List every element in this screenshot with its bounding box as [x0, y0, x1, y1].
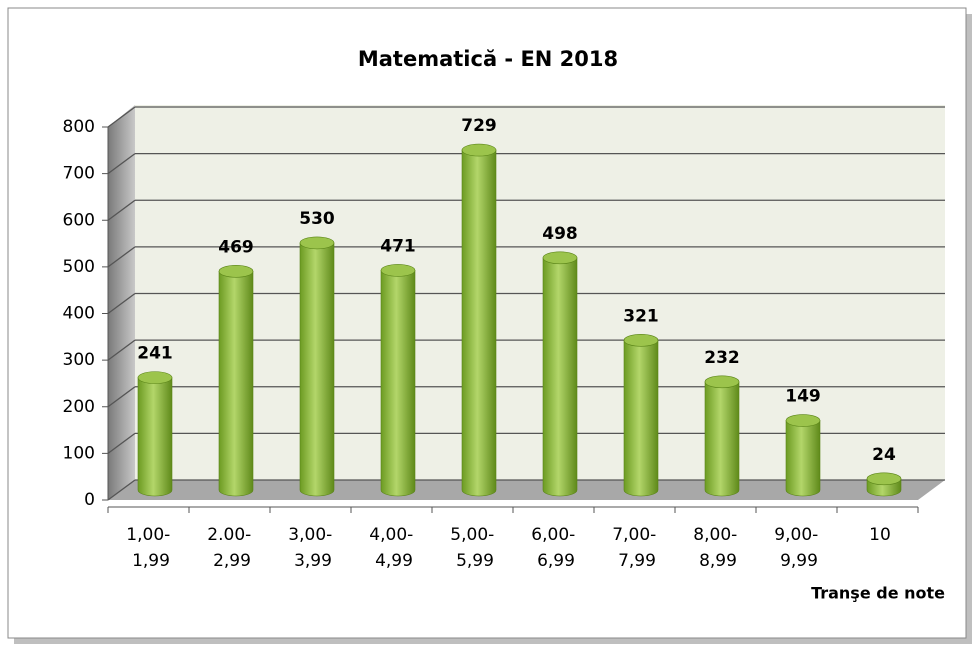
x-tick-label: 4,00- 4,99 — [369, 525, 418, 571]
side-grid-line — [107, 199, 136, 221]
data-label: 241 — [137, 344, 173, 364]
bar-top — [542, 251, 578, 265]
bar — [299, 236, 335, 497]
bar-body — [623, 340, 659, 497]
bar — [380, 264, 416, 497]
y-tick-label: 700 — [63, 164, 95, 184]
y-tick-label: 300 — [63, 350, 95, 370]
side-grid-line — [107, 292, 136, 315]
x-tick-label: 5,00- 5,99 — [450, 525, 499, 571]
x-tick-label: 1,00- 1,99 — [126, 525, 175, 571]
bar-top — [623, 334, 659, 347]
bar — [704, 375, 740, 497]
bar-top — [785, 414, 821, 427]
bar — [542, 251, 578, 497]
y-tick-label: 200 — [63, 397, 95, 417]
data-label: 530 — [299, 209, 335, 229]
bar-body — [542, 257, 578, 497]
bar-top — [704, 375, 740, 389]
side-grid-line — [107, 432, 136, 454]
y-tick-label: 500 — [63, 257, 95, 277]
x-tick-label: 9,00- 9,99 — [774, 525, 823, 571]
bar — [218, 265, 254, 497]
bar-top — [299, 236, 335, 250]
x-tick-label: 2.00- 2,99 — [207, 525, 256, 571]
x-axis-title: Tranşe de note — [811, 584, 945, 603]
bar-top — [866, 472, 902, 486]
data-label: 498 — [542, 224, 578, 244]
data-label: 321 — [623, 306, 659, 326]
bar-body — [380, 270, 416, 497]
bar — [866, 472, 902, 497]
x-tick-label: 7,00- 7,99 — [612, 525, 661, 571]
side-grid-line — [107, 339, 136, 361]
bar-body — [299, 242, 335, 497]
data-label: 232 — [704, 348, 740, 368]
bar — [461, 143, 497, 497]
y-tick-label: 0 — [84, 490, 95, 510]
bar — [623, 334, 659, 497]
back-wall — [135, 105, 945, 480]
data-label: 729 — [461, 116, 497, 136]
bar-top — [218, 265, 254, 278]
bar-body — [785, 420, 821, 497]
bar — [137, 371, 173, 497]
data-label: 149 — [785, 387, 821, 407]
side-grid-line — [107, 153, 136, 175]
side-grid-line — [107, 386, 136, 408]
bar-body — [218, 271, 254, 497]
side-grid-line — [107, 106, 136, 128]
x-tick-label: 10 — [869, 525, 891, 545]
y-tick-label: 100 — [63, 443, 95, 463]
bar-body — [461, 149, 497, 497]
chart-title: Matematică - EN 2018 — [358, 47, 618, 71]
side-grid-line — [107, 479, 136, 501]
x-tick-label: 6,00- 6,99 — [531, 525, 580, 571]
data-label: 471 — [380, 236, 416, 256]
bar-top — [137, 371, 173, 384]
bar-top — [380, 264, 416, 277]
side-grid-line — [107, 246, 136, 268]
y-tick-label: 600 — [63, 210, 95, 230]
data-label: 469 — [218, 237, 254, 257]
bar-body — [704, 381, 740, 497]
x-tick-label: 8,00- 8,99 — [693, 525, 742, 571]
data-label: 24 — [872, 445, 896, 465]
bar — [785, 414, 821, 497]
y-tick-label: 400 — [63, 304, 95, 324]
bar-top — [461, 143, 497, 157]
y-tick-label: 800 — [63, 117, 95, 137]
x-tick-label: 3,00- 3,99 — [288, 525, 337, 571]
bar-body — [137, 377, 173, 497]
